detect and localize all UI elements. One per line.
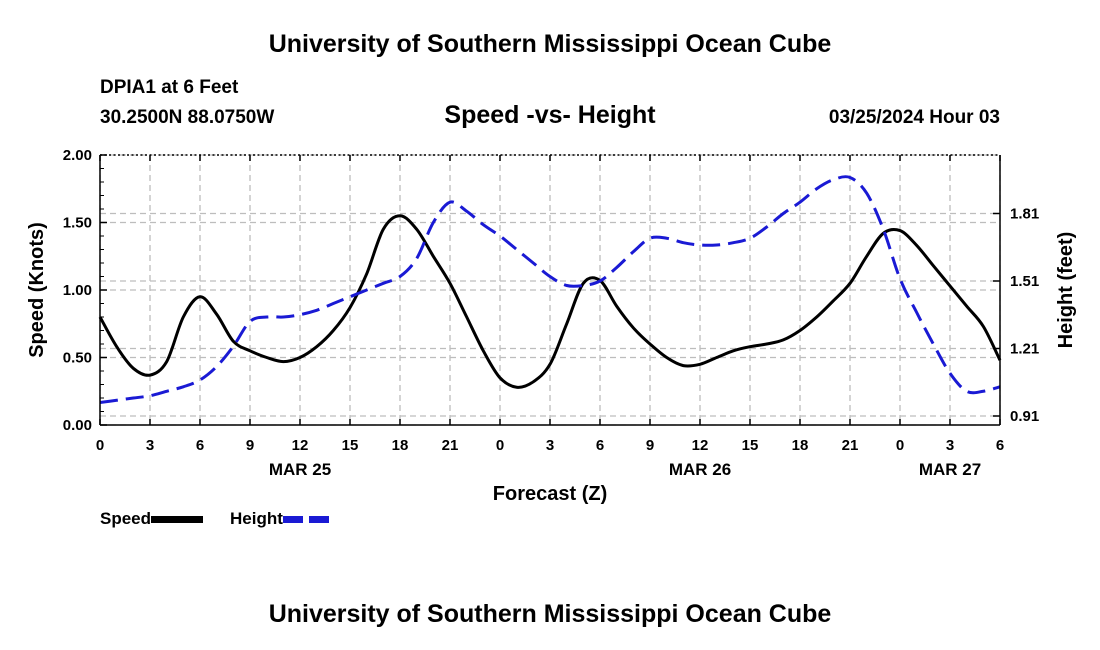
y-right-tick-label: 1.81 [1010,206,1039,223]
x-tick-label: 18 [392,437,409,454]
x-tick-label: 9 [646,437,654,454]
x-tick-label: 15 [342,437,359,454]
y-left-tick-label: 2.00 [63,147,92,164]
x-tick-label: 6 [596,437,604,454]
y-left-tick-label: 0.50 [63,350,92,367]
legend-speed-swatch [151,515,204,523]
forecast-datetime: 03/25/2024 Hour 03 [828,107,1000,128]
x-axis-label: Forecast (Z) [493,483,607,505]
legend-height: Height [230,509,335,529]
axes: 0 3 6 9 12 15 18 21 0 3 6 9 12 15 18 21 0 3 6 0.00 0.50 1.00 1… [63,147,1039,479]
x-tick-label: 15 [742,437,759,454]
footer-title: University of Southern Mississippi Ocean… [268,600,832,628]
station-label: DPIA1 at 6 Feet [100,77,239,98]
x-tick-label: 18 [792,437,809,454]
x-tick-label: 0 [496,437,504,454]
y-left-tick-label: 0.00 [63,417,92,434]
x-tick-label: 12 [692,437,709,454]
grid [99,154,1001,426]
coordinates-label: 30.2500N 88.0750W [100,107,275,128]
x-tick-label: 6 [196,437,204,454]
x-tick-label: 21 [442,437,459,454]
y-right-tick-label: 1.21 [1010,341,1039,358]
y-left-tick-label: 1.00 [63,282,92,299]
legend-speed: Speed [100,509,204,529]
legend-height-swatch [282,515,335,523]
y-left-tick-label: 1.50 [63,215,92,232]
legend-speed-label: Speed [100,509,152,528]
x-tick-label: 6 [996,437,1004,454]
x-tick-label: 9 [246,437,254,454]
date-label: MAR 26 [669,460,731,479]
x-tick-label: 0 [96,437,104,454]
x-tick-label: 3 [546,437,554,454]
y-axis-left-label: Speed (Knots) [26,222,48,358]
x-tick-label: 0 [896,437,904,454]
x-tick-label: 21 [842,437,859,454]
legend-height-label: Height [230,509,283,528]
y-axis-right-label: Height (feet) [1055,232,1077,349]
date-label: MAR 27 [919,460,981,479]
x-tick-label: 3 [946,437,954,454]
y-right-tick-label: 0.91 [1010,408,1039,425]
x-tick-label: 3 [146,437,154,454]
series-group [98,175,1002,404]
y-right-tick-label: 1.51 [1010,273,1039,290]
date-label: MAR 25 [269,460,331,479]
series-line-height [99,175,1001,404]
chart-subtitle: Speed -vs- Height [444,101,656,129]
chart-title: University of Southern Mississippi Ocean… [268,30,832,58]
x-tick-label: 12 [292,437,309,454]
series-line-speed [98,214,1002,389]
